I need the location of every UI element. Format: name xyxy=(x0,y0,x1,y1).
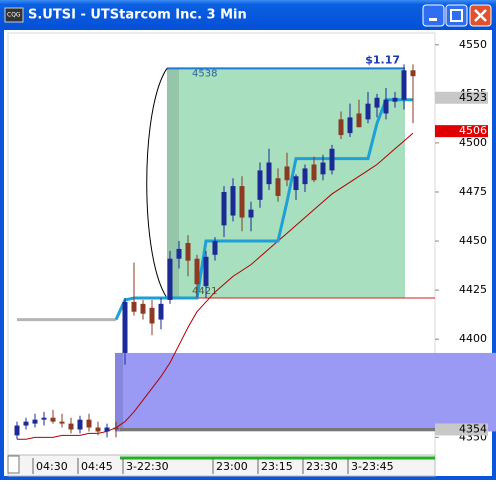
candle-body xyxy=(41,417,47,420)
candle-body xyxy=(221,191,227,226)
candle-body xyxy=(203,256,209,287)
app-icon xyxy=(4,7,24,23)
y-tick-label: 4475 xyxy=(459,185,487,198)
indicator-line xyxy=(17,132,414,440)
candle-body xyxy=(176,248,182,259)
candle-body xyxy=(212,241,218,255)
scroll-box[interactable] xyxy=(7,455,20,474)
candle-body xyxy=(194,258,200,285)
candle-body xyxy=(266,162,272,185)
close-icon xyxy=(474,9,487,22)
y-tick-label: 4400 xyxy=(459,332,487,345)
candle-body xyxy=(329,148,335,171)
candle-body xyxy=(122,301,128,353)
candle-body xyxy=(131,301,137,312)
candle-body xyxy=(86,419,92,428)
candle-body xyxy=(59,421,65,424)
candle-body xyxy=(347,117,353,134)
price-label: 4354 xyxy=(459,422,487,435)
y-tick-label: 4450 xyxy=(459,234,487,247)
window-buttons[interactable] xyxy=(422,4,492,27)
candle-body xyxy=(95,427,101,432)
candle-body xyxy=(410,70,416,77)
zone-annotation: $1.17 xyxy=(365,53,400,66)
title-bar xyxy=(0,0,496,30)
candle-body xyxy=(275,178,281,196)
x-tick-label: 23:15 xyxy=(261,460,293,473)
y-tick-label: 4550 xyxy=(459,38,487,51)
candle-body xyxy=(302,168,308,185)
candle-body xyxy=(239,186,245,218)
price-label-box xyxy=(435,125,488,138)
price-label-box xyxy=(435,91,488,104)
x-tick-label: 3-22:30 xyxy=(126,460,169,473)
candle-body xyxy=(14,425,20,436)
zone-low-label: 4421 xyxy=(192,286,217,297)
candle-body xyxy=(140,303,146,314)
x-tick-label: 3-23:45 xyxy=(351,460,394,473)
indicator-line xyxy=(114,98,413,321)
zone-arc xyxy=(146,68,168,299)
maximize-button[interactable] xyxy=(445,4,468,27)
candle-body xyxy=(392,97,398,102)
y-tick-label: 4425 xyxy=(459,283,487,296)
x-tick-label: 04:45 xyxy=(81,460,113,473)
candle-body xyxy=(311,164,317,181)
candle-body xyxy=(320,162,326,175)
candle-body xyxy=(338,119,344,136)
candle-body xyxy=(365,103,371,120)
candle-body xyxy=(32,419,38,424)
candle-body xyxy=(149,307,155,324)
y-tick-label: 4500 xyxy=(459,136,487,149)
x-tick-label: 04:30 xyxy=(36,460,68,473)
zone xyxy=(115,352,496,432)
candle-body xyxy=(401,70,407,100)
candle-body xyxy=(293,176,299,191)
minimize-button[interactable] xyxy=(422,4,445,27)
candle-body xyxy=(284,166,290,181)
zone-shadow xyxy=(115,352,123,432)
candle-body xyxy=(68,423,74,430)
candle-body xyxy=(113,427,119,430)
candle-body xyxy=(248,209,254,218)
price-label: 4523 xyxy=(459,91,487,104)
zone-high-label: 4538 xyxy=(192,68,217,79)
minimize-icon xyxy=(429,18,437,21)
app-icon-text: CQG xyxy=(7,12,21,19)
candle-body xyxy=(77,419,83,430)
candle-body xyxy=(50,417,56,422)
candle-body xyxy=(383,99,389,114)
window-title: S.UTSI - UTStarcom Inc. 3 Min xyxy=(28,8,247,23)
price-label: 4506 xyxy=(459,124,487,137)
candle-body xyxy=(230,186,236,216)
candle-body xyxy=(374,97,380,108)
maximize-icon xyxy=(450,9,463,22)
x-tick-label: 23:00 xyxy=(216,460,248,473)
zone-shadow xyxy=(167,68,179,298)
candle-body xyxy=(167,258,173,300)
candle-body xyxy=(158,303,164,320)
x-tick-label: 23:30 xyxy=(306,460,338,473)
price-label-box xyxy=(435,423,488,436)
candle-body xyxy=(23,421,29,426)
candle-body xyxy=(185,243,191,261)
candle-body xyxy=(104,427,110,432)
candle-body xyxy=(356,113,362,128)
candle-body xyxy=(257,170,263,200)
